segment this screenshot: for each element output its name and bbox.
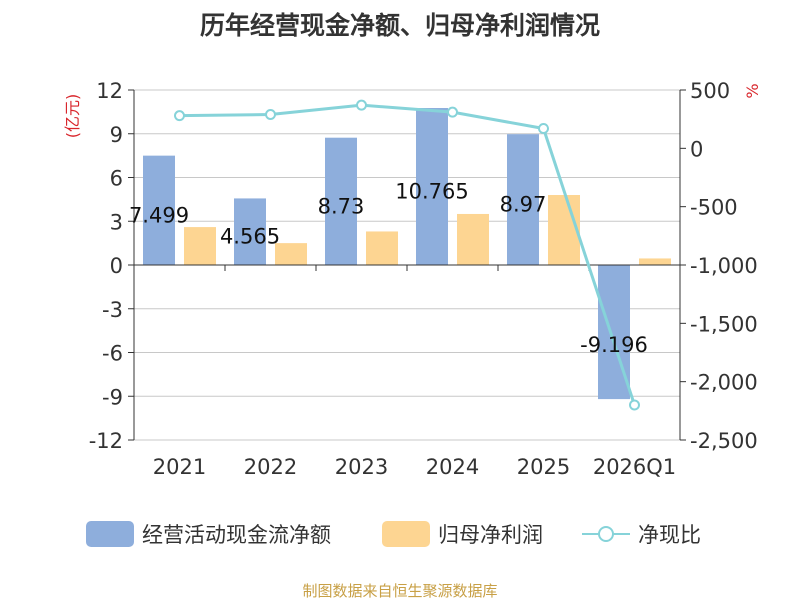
bar-cashflow [234, 198, 266, 265]
bar-netprofit [548, 195, 580, 265]
x-axis-tick-label: 2026Q1 [593, 455, 676, 479]
bar-cashflow [416, 108, 448, 266]
legend-item-cashflow[interactable]: 经营活动现金流净额 [86, 517, 331, 551]
left-axis-tick-label: 3 [110, 210, 123, 234]
legend-swatch-cashflow [86, 521, 134, 547]
left-axis-tick-label: 0 [110, 254, 123, 278]
right-axis-tick-label: 500 [690, 79, 730, 103]
left-axis-tick-label: -3 [102, 298, 123, 322]
footer-source: 制图数据来自恒生聚源数据库 [302, 582, 498, 600]
left-axis-tick-label: 6 [110, 167, 123, 191]
right-axis-tick-label: -2,000 [690, 371, 758, 395]
x-axis-tick-label: 2025 [517, 455, 570, 479]
x-axis-tick-label: 2024 [426, 455, 479, 479]
legend-label-cashflow: 经营活动现金流净额 [142, 523, 331, 547]
legend-swatch-netprofit [382, 521, 430, 547]
bar-cashflow [325, 137, 357, 265]
x-axis-tick-label: 2022 [244, 455, 297, 479]
ratio-point [174, 110, 185, 122]
left-axis-tick-label: 9 [110, 123, 123, 147]
bar-data-label: 10.765 [395, 180, 468, 204]
left-axis-tick-label: -12 [89, 429, 123, 453]
chart-title: 历年经营现金净额、归母净利润情况 [199, 11, 600, 40]
bar-netprofit [184, 227, 216, 265]
right-axis-tick-label: 0 [690, 137, 703, 161]
ratio-point [447, 106, 458, 118]
left-axis-label: (亿元) [63, 94, 82, 139]
legend-swatch-ratio [582, 521, 630, 547]
bar-data-label: 8.97 [500, 193, 547, 217]
left-axis-tick-label: -9 [102, 385, 123, 409]
bar-netprofit [457, 213, 489, 265]
legend-item-netprofit[interactable]: 归母净利润 [382, 517, 543, 551]
bar-cashflow [143, 155, 175, 265]
bar-netprofit [275, 243, 307, 265]
bar-netprofit [366, 231, 398, 265]
ratio-point [538, 123, 549, 134]
right-axis-tick-label: -1,500 [690, 312, 758, 336]
legend-item-ratio[interactable]: 净现比 [582, 517, 701, 551]
legend-label-ratio: 净现比 [638, 523, 701, 547]
x-axis-tick-label: 2021 [153, 455, 206, 479]
bar-netprofit [639, 258, 671, 265]
left-axis-tick-label: -6 [102, 342, 123, 366]
x-axis-tick-label: 2023 [335, 455, 388, 479]
bar-data-label: 8.73 [318, 194, 365, 218]
bar-data-label: 7.499 [129, 203, 189, 227]
right-axis-tick-label: -500 [690, 196, 738, 220]
right-axis-tick-label: -2,500 [690, 429, 758, 453]
right-axis-label: % [743, 83, 762, 98]
bar-data-label: -9.196 [580, 333, 648, 357]
ratio-line [179, 103, 636, 406]
right-axis-tick-label: -1,000 [690, 254, 758, 278]
left-axis-tick-label: 12 [96, 79, 123, 103]
ratio-point [629, 399, 640, 411]
bar-data-label: 4.565 [220, 225, 280, 249]
legend-label-netprofit: 归母净利润 [438, 523, 543, 547]
ratio-point [265, 109, 276, 120]
ratio-point [356, 99, 367, 111]
bar-cashflow [507, 134, 539, 265]
legend: 经营活动现金流净额 归母净利润 净现比 [0, 517, 800, 551]
